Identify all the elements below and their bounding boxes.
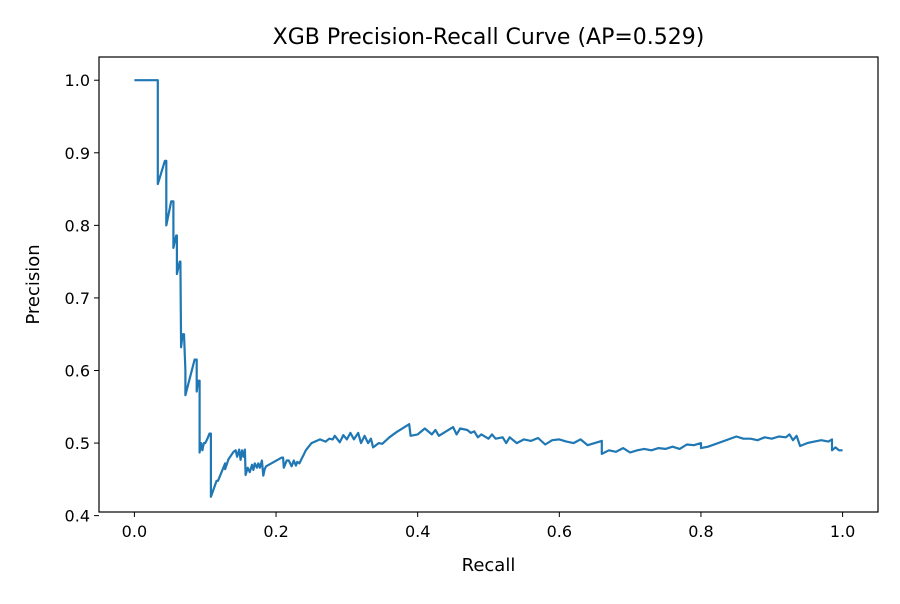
x-tick-label: 0.6 (547, 522, 572, 541)
y-tick-label: 0.7 (65, 289, 90, 308)
x-tick-label: 0.8 (688, 522, 713, 541)
plot-area (134, 79, 843, 498)
y-tick-label: 0.6 (65, 361, 90, 380)
y-tick-label: 0.8 (65, 216, 90, 235)
y-axis-label: Precision (23, 244, 44, 324)
precision-recall-line (134, 79, 843, 498)
x-tick-label: 0.0 (122, 522, 147, 541)
axes-frame (98, 56, 879, 513)
x-axis-label: Recall (462, 555, 516, 576)
y-tick-label: 0.4 (65, 507, 90, 526)
x-tick-label: 0.4 (405, 522, 430, 541)
axes: 0.0 0.2 0.4 0.6 0.8 1.0 0.4 0.5 0.6 0.7 0.8 0.9 1.0 (65, 71, 856, 541)
y-tick-label: 1.0 (65, 71, 90, 90)
x-tick-label: 1.0 (830, 522, 855, 541)
chart-title: XGB Precision-Recall Curve (AP=0.529) (273, 25, 705, 50)
y-tick-label: 0.5 (65, 434, 90, 453)
x-tick-label: 0.2 (263, 522, 288, 541)
y-tick-label: 0.9 (65, 144, 90, 163)
